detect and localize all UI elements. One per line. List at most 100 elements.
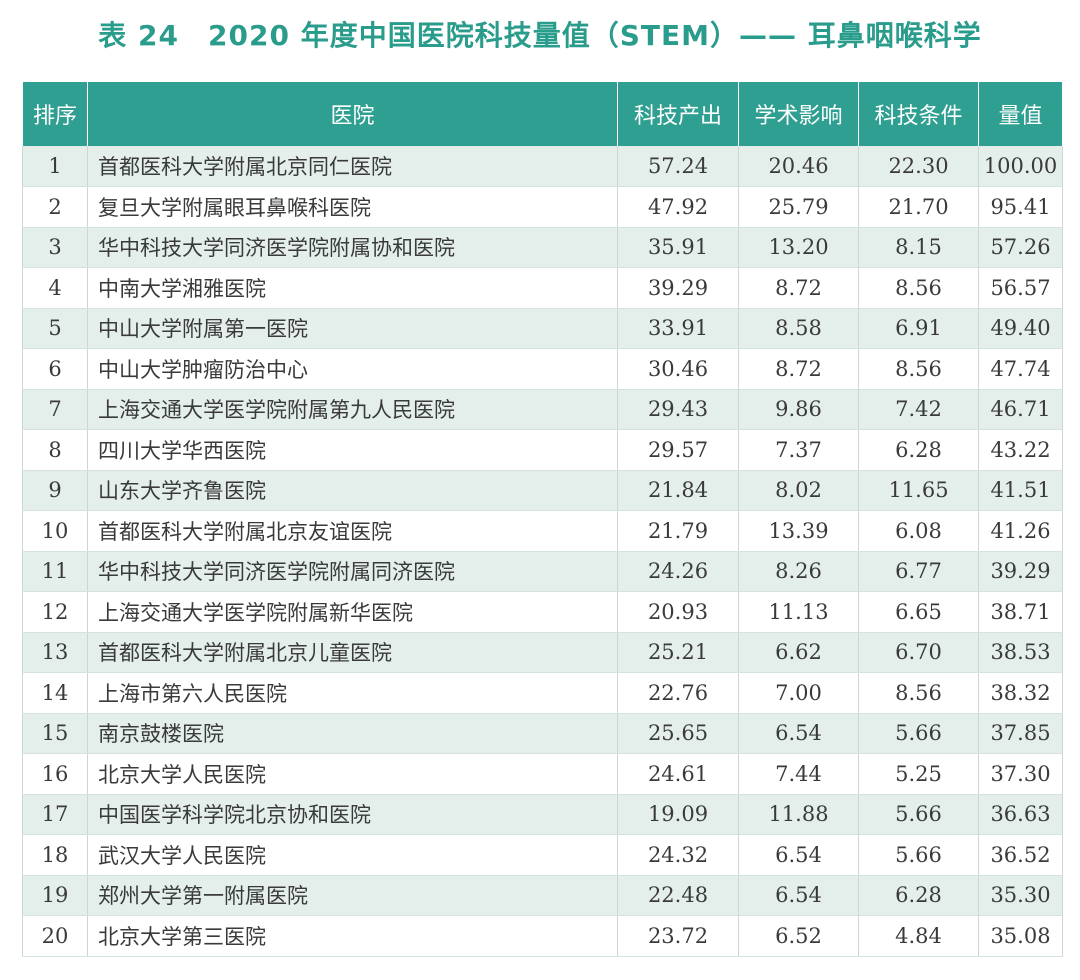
rank-cell: 10 [22,510,88,552]
rank-cell: 20 [22,915,88,957]
output-cell: 47.92 [617,186,739,228]
rank-cell: 7 [22,389,88,430]
table-row: 16 北京大学人民医院 24.61 7.44 5.25 37.30 [22,753,1063,795]
impact-cell: 13.39 [738,510,859,552]
table-row: 20 北京大学第三医院 23.72 6.52 4.84 35.08 [22,915,1063,957]
value-cell: 56.57 [978,267,1063,309]
output-cell: 25.65 [617,713,739,754]
impact-cell: 8.72 [738,267,859,309]
hospital-cell: 四川大学华西医院 [87,429,618,471]
rank-cell: 5 [22,308,88,349]
conditions-cell: 5.66 [858,794,979,835]
output-cell: 19.09 [617,794,739,835]
hospital-cell: 华中科技大学同济医学院附属协和医院 [87,227,618,268]
table-row: 11 华中科技大学同济医学院附属同济医院 24.26 8.26 6.77 39.29 [22,551,1063,592]
value-cell: 49.40 [978,308,1063,349]
conditions-cell: 8.56 [858,267,979,309]
impact-cell: 6.54 [738,713,859,754]
impact-cell: 11.13 [738,591,859,633]
rank-cell: 17 [22,794,88,835]
table-row: 19 郑州大学第一附属医院 22.48 6.54 6.28 35.30 [22,875,1063,916]
hospital-cell: 中山大学附属第一医院 [87,308,618,349]
impact-cell: 9.86 [738,389,859,430]
table-row: 8 四川大学华西医院 29.57 7.37 6.28 43.22 [22,429,1063,471]
header-rank: 排序 [22,82,88,146]
rank-cell: 16 [22,753,88,795]
output-cell: 24.32 [617,834,739,876]
table-row: 2 复旦大学附属眼耳鼻喉科医院 47.92 25.79 21.70 95.41 [22,186,1063,228]
conditions-cell: 6.91 [858,308,979,349]
header-conditions: 科技条件 [858,82,979,146]
output-cell: 22.48 [617,875,739,916]
header-impact: 学术影响 [738,82,859,146]
header-value: 量值 [978,82,1063,146]
table-row: 15 南京鼓楼医院 25.65 6.54 5.66 37.85 [22,713,1063,754]
output-cell: 57.24 [617,146,739,187]
output-cell: 29.43 [617,389,739,430]
impact-cell: 7.37 [738,429,859,471]
table-row: 13 首都医科大学附属北京儿童医院 25.21 6.62 6.70 38.53 [22,632,1063,673]
rank-cell: 13 [22,632,88,673]
value-cell: 35.08 [978,915,1063,957]
rank-cell: 6 [22,348,88,390]
ranking-table: 排序 医院 科技产出 学术影响 科技条件 量值 1 首都医科大学附属北京同仁医院 5… [22,82,1063,957]
output-cell: 23.72 [617,915,739,957]
impact-cell: 20.46 [738,146,859,187]
value-cell: 38.32 [978,672,1063,714]
output-cell: 24.26 [617,551,739,592]
hospital-cell: 首都医科大学附属北京同仁医院 [87,146,618,187]
table-row: 5 中山大学附属第一医院 33.91 8.58 6.91 49.40 [22,308,1063,349]
table-row: 14 上海市第六人民医院 22.76 7.00 8.56 38.32 [22,672,1063,714]
value-cell: 41.51 [978,470,1063,511]
table-row: 12 上海交通大学医学院附属新华医院 20.93 11.13 6.65 38.71 [22,591,1063,633]
hospital-cell: 北京大学人民医院 [87,753,618,795]
hospital-cell: 上海市第六人民医院 [87,672,618,714]
table-row: 1 首都医科大学附属北京同仁医院 57.24 20.46 22.30 100.00 [22,146,1063,187]
conditions-cell: 8.56 [858,348,979,390]
table-row: 17 中国医学科学院北京协和医院 19.09 11.88 5.66 36.63 [22,794,1063,835]
conditions-cell: 8.56 [858,672,979,714]
output-cell: 21.84 [617,470,739,511]
impact-cell: 11.88 [738,794,859,835]
impact-cell: 8.58 [738,308,859,349]
value-cell: 57.26 [978,227,1063,268]
hospital-cell: 南京鼓楼医院 [87,713,618,754]
rank-cell: 8 [22,429,88,471]
conditions-cell: 11.65 [858,470,979,511]
table-header-row: 排序 医院 科技产出 学术影响 科技条件 量值 [22,82,1063,146]
output-cell: 22.76 [617,672,739,714]
table-row: 7 上海交通大学医学院附属第九人民医院 29.43 9.86 7.42 46.71 [22,389,1063,430]
impact-cell: 25.79 [738,186,859,228]
hospital-cell: 华中科技大学同济医学院附属同济医院 [87,551,618,592]
conditions-cell: 6.28 [858,429,979,471]
value-cell: 37.85 [978,713,1063,754]
rank-cell: 19 [22,875,88,916]
table-row: 6 中山大学肿瘤防治中心 30.46 8.72 8.56 47.74 [22,348,1063,390]
hospital-cell: 复旦大学附属眼耳鼻喉科医院 [87,186,618,228]
conditions-cell: 6.28 [858,875,979,916]
impact-cell: 8.26 [738,551,859,592]
impact-cell: 8.72 [738,348,859,390]
header-hospital: 医院 [87,82,618,146]
output-cell: 20.93 [617,591,739,633]
hospital-cell: 中山大学肿瘤防治中心 [87,348,618,390]
impact-cell: 13.20 [738,227,859,268]
value-cell: 36.63 [978,794,1063,835]
value-cell: 100.00 [978,146,1063,187]
rank-cell: 3 [22,227,88,268]
rank-cell: 18 [22,834,88,876]
conditions-cell: 7.42 [858,389,979,430]
rank-cell: 4 [22,267,88,309]
rank-cell: 15 [22,713,88,754]
hospital-cell: 上海交通大学医学院附属第九人民医院 [87,389,618,430]
rank-cell: 11 [22,551,88,592]
conditions-cell: 6.08 [858,510,979,552]
output-cell: 25.21 [617,632,739,673]
value-cell: 39.29 [978,551,1063,592]
value-cell: 43.22 [978,429,1063,471]
conditions-cell: 4.84 [858,915,979,957]
impact-cell: 8.02 [738,470,859,511]
value-cell: 36.52 [978,834,1063,876]
value-cell: 47.74 [978,348,1063,390]
conditions-cell: 5.66 [858,834,979,876]
